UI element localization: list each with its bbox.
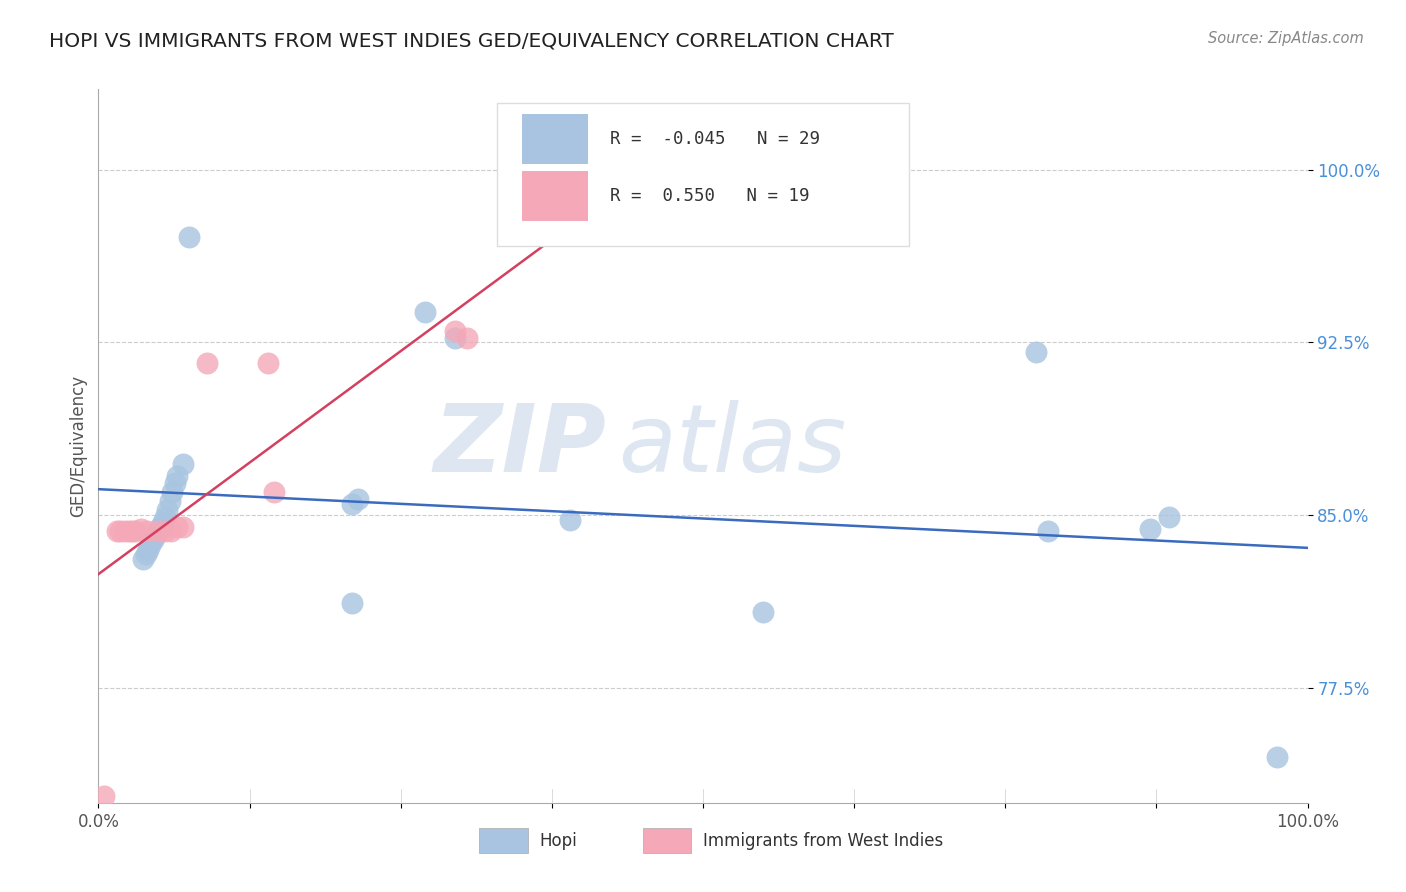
- Point: [1036, 524, 1059, 538]
- Point: [135, 547, 157, 561]
- Text: R =  -0.045   N = 29: R = -0.045 N = 29: [610, 130, 820, 148]
- Point: [166, 469, 188, 483]
- Point: [159, 494, 181, 508]
- Point: [444, 331, 467, 345]
- Point: [195, 356, 218, 370]
- Point: [558, 513, 581, 527]
- Point: [136, 542, 159, 557]
- Point: [124, 524, 146, 538]
- Point: [166, 519, 188, 533]
- Point: [160, 524, 183, 538]
- Text: Source: ZipAtlas.com: Source: ZipAtlas.com: [1208, 31, 1364, 46]
- Point: [456, 331, 478, 345]
- Text: Immigrants from West Indies: Immigrants from West Indies: [703, 831, 943, 849]
- Point: [121, 524, 143, 538]
- Point: [118, 524, 141, 538]
- Point: [146, 524, 169, 538]
- Point: [1139, 522, 1161, 536]
- Point: [172, 519, 194, 533]
- Point: [752, 605, 775, 619]
- Point: [263, 485, 285, 500]
- FancyBboxPatch shape: [643, 828, 690, 853]
- Point: [172, 458, 194, 472]
- Point: [413, 305, 436, 319]
- Point: [139, 538, 162, 552]
- Point: [347, 491, 370, 506]
- Point: [1157, 510, 1180, 524]
- Point: [153, 510, 176, 524]
- Point: [156, 503, 179, 517]
- Point: [152, 515, 174, 529]
- Point: [342, 595, 364, 609]
- Point: [93, 789, 115, 803]
- FancyBboxPatch shape: [522, 114, 588, 164]
- Text: Hopi: Hopi: [540, 831, 578, 849]
- Point: [149, 519, 172, 533]
- Point: [114, 524, 136, 538]
- Point: [1267, 749, 1289, 764]
- Point: [179, 229, 201, 244]
- Point: [163, 475, 186, 490]
- Y-axis label: GED/Equivalency: GED/Equivalency: [69, 375, 87, 517]
- FancyBboxPatch shape: [498, 103, 908, 246]
- Point: [135, 524, 157, 538]
- FancyBboxPatch shape: [522, 171, 588, 221]
- Text: HOPI VS IMMIGRANTS FROM WEST INDIES GED/EQUIVALENCY CORRELATION CHART: HOPI VS IMMIGRANTS FROM WEST INDIES GED/…: [49, 31, 894, 50]
- Point: [105, 524, 128, 538]
- Point: [153, 524, 176, 538]
- Point: [256, 356, 278, 370]
- Point: [444, 324, 467, 338]
- Point: [342, 497, 364, 511]
- Point: [108, 524, 131, 538]
- Point: [1024, 344, 1046, 359]
- Point: [148, 524, 170, 538]
- Text: atlas: atlas: [619, 401, 846, 491]
- FancyBboxPatch shape: [479, 828, 527, 853]
- Text: ZIP: ZIP: [433, 400, 606, 492]
- Point: [143, 529, 166, 543]
- Point: [142, 533, 165, 548]
- Point: [160, 485, 183, 500]
- Point: [132, 551, 155, 566]
- Point: [129, 522, 152, 536]
- Text: R =  0.550   N = 19: R = 0.550 N = 19: [610, 187, 810, 205]
